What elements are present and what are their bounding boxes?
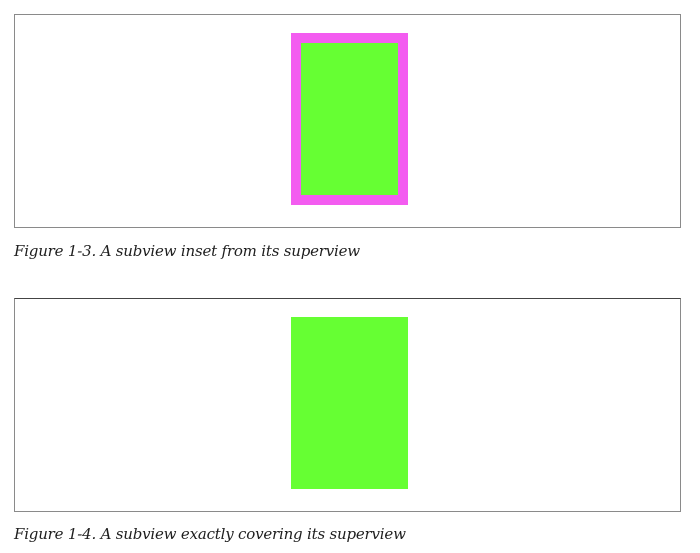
figure-1-4-caption: Figure 1-4. A subview exactly covering i… [14, 525, 406, 543]
figure-1-3-caption: Figure 1-3. A subview inset from its sup… [14, 242, 360, 260]
superview-magenta [291, 33, 408, 205]
subview-green-inset [301, 43, 398, 195]
figure-1-4-frame [14, 298, 681, 512]
subview-green-covering [291, 317, 408, 489]
superview-covered [291, 317, 408, 489]
figure-1-3-frame [14, 14, 681, 228]
